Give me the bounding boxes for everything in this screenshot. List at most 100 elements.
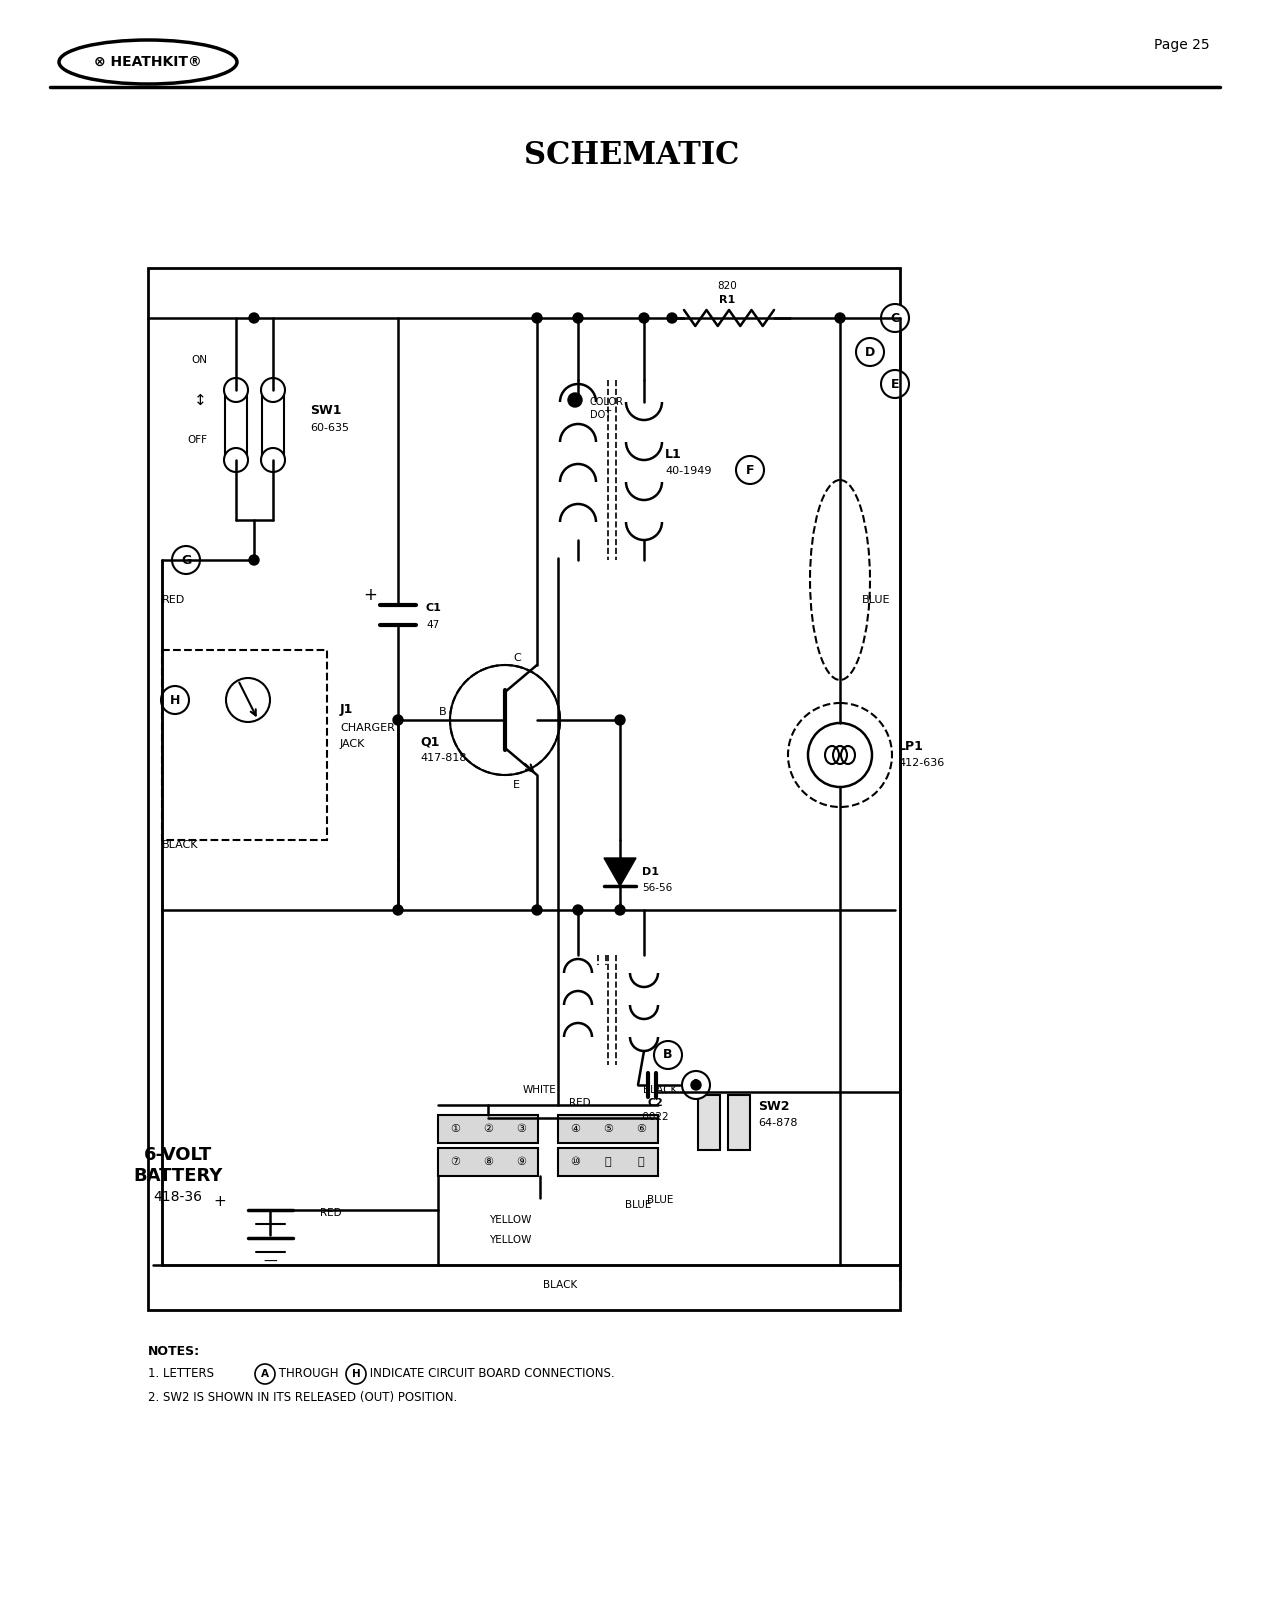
Text: OFF: OFF <box>187 435 207 445</box>
Text: 47: 47 <box>426 619 440 630</box>
Text: 56-56: 56-56 <box>642 883 672 893</box>
Text: ⑦: ⑦ <box>450 1157 460 1166</box>
Circle shape <box>568 394 581 406</box>
Circle shape <box>249 555 259 565</box>
Text: H: H <box>169 693 181 707</box>
Text: A: A <box>260 1370 269 1379</box>
Text: LP1: LP1 <box>897 741 924 754</box>
Text: B: B <box>440 707 447 717</box>
Text: CHARGER: CHARGER <box>340 723 394 733</box>
Text: BLACK: BLACK <box>643 1085 678 1094</box>
Text: E: E <box>891 378 899 390</box>
Circle shape <box>532 906 542 915</box>
Bar <box>728 1094 750 1150</box>
Bar <box>698 1094 720 1150</box>
Circle shape <box>573 314 583 323</box>
Circle shape <box>881 304 909 333</box>
Bar <box>225 390 246 461</box>
Circle shape <box>683 1070 710 1099</box>
Text: 60-635: 60-635 <box>310 422 349 434</box>
Circle shape <box>616 906 624 915</box>
Circle shape <box>653 1042 683 1069</box>
Text: B: B <box>664 1048 672 1061</box>
Circle shape <box>616 715 624 725</box>
Text: BLUE: BLUE <box>647 1195 674 1205</box>
Ellipse shape <box>59 40 238 83</box>
Text: SW2: SW2 <box>758 1101 790 1114</box>
Text: —: — <box>263 1254 277 1269</box>
Circle shape <box>172 546 200 574</box>
Text: 820: 820 <box>717 282 737 291</box>
Circle shape <box>736 456 763 483</box>
Text: C: C <box>513 653 521 662</box>
Text: E: E <box>513 781 520 790</box>
Circle shape <box>881 370 909 398</box>
Text: COLOR: COLOR <box>590 397 624 406</box>
Text: ②: ② <box>483 1123 493 1134</box>
Bar <box>439 1115 538 1142</box>
Text: Page 25: Page 25 <box>1154 38 1210 51</box>
Circle shape <box>346 1363 367 1384</box>
Text: BLUE: BLUE <box>624 1200 651 1210</box>
Circle shape <box>260 448 284 472</box>
Circle shape <box>808 723 872 787</box>
Circle shape <box>255 1363 276 1384</box>
Text: BLUE: BLUE <box>862 595 891 605</box>
Circle shape <box>691 1080 702 1090</box>
Circle shape <box>224 378 248 402</box>
Text: ⊗ HEATHKIT®: ⊗ HEATHKIT® <box>94 54 202 69</box>
Text: ⑩: ⑩ <box>570 1157 580 1166</box>
Circle shape <box>249 314 259 323</box>
Text: RED: RED <box>162 595 186 605</box>
Circle shape <box>532 314 542 323</box>
Text: +: + <box>214 1195 226 1210</box>
Text: INDICATE CIRCUIT BOARD CONNECTIONS.: INDICATE CIRCUIT BOARD CONNECTIONS. <box>367 1366 614 1379</box>
Text: ⑥: ⑥ <box>636 1123 646 1134</box>
Text: SW1: SW1 <box>310 403 341 416</box>
Circle shape <box>573 906 583 915</box>
Text: D1: D1 <box>642 867 659 877</box>
Circle shape <box>667 314 678 323</box>
Circle shape <box>161 686 190 714</box>
Circle shape <box>856 338 884 366</box>
Bar <box>557 1115 659 1142</box>
Text: ⑤: ⑤ <box>603 1123 613 1134</box>
Text: BLACK: BLACK <box>542 1280 578 1290</box>
Text: NOTES:: NOTES: <box>148 1346 200 1358</box>
Bar <box>557 1149 659 1176</box>
Text: G: G <box>181 554 191 566</box>
Circle shape <box>393 906 403 915</box>
Text: 1. LETTERS: 1. LETTERS <box>148 1366 217 1379</box>
Text: BLACK: BLACK <box>162 840 198 850</box>
Text: 40-1949: 40-1949 <box>665 466 712 477</box>
Text: 412-636: 412-636 <box>897 758 944 768</box>
Text: F: F <box>746 464 755 477</box>
Text: 64-878: 64-878 <box>758 1118 798 1128</box>
Bar <box>148 267 900 1310</box>
Text: BATTERY: BATTERY <box>133 1166 222 1186</box>
Bar <box>262 390 284 461</box>
Text: YELLOW: YELLOW <box>489 1214 531 1226</box>
Text: ⑫: ⑫ <box>637 1157 645 1166</box>
Text: ON: ON <box>191 355 207 365</box>
Text: L1: L1 <box>665 448 681 461</box>
Text: J1: J1 <box>340 704 354 717</box>
Text: A: A <box>691 1078 700 1091</box>
Circle shape <box>226 678 270 722</box>
Text: .0022: .0022 <box>640 1112 670 1122</box>
Text: C1: C1 <box>426 603 442 613</box>
Text: YELLOW: YELLOW <box>489 1235 531 1245</box>
Polygon shape <box>604 858 636 886</box>
Text: 2. SW2 IS SHOWN IN ITS RELEASED (OUT) POSITION.: 2. SW2 IS SHOWN IN ITS RELEASED (OUT) PO… <box>148 1390 458 1405</box>
Circle shape <box>393 715 403 725</box>
Text: ④: ④ <box>570 1123 580 1134</box>
Text: ①: ① <box>450 1123 460 1134</box>
Bar <box>162 650 327 840</box>
Text: WHITE: WHITE <box>523 1085 557 1094</box>
Text: ⑧: ⑧ <box>483 1157 493 1166</box>
Circle shape <box>260 378 284 402</box>
Text: C: C <box>890 312 900 325</box>
Text: ⑪: ⑪ <box>604 1157 612 1166</box>
Text: 417-818: 417-818 <box>420 754 466 763</box>
Text: R1: R1 <box>719 294 736 306</box>
